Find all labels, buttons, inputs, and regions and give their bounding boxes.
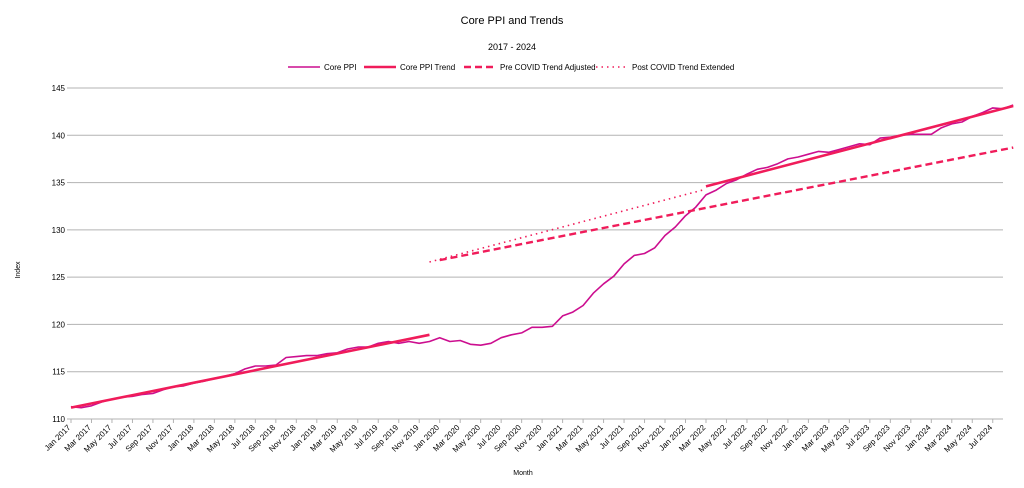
core-ppi-trend-line [70, 333, 430, 409]
chart-legend: Core PPI Core PPI Trend Pre COVID Trend Ad… [288, 63, 734, 72]
legend-label-pre-covid-trend-adjusted: Pre COVID Trend Adjusted [500, 63, 596, 72]
core-ppi-trend-line [705, 104, 1014, 188]
y-tick-label: 135 [52, 179, 66, 188]
legend-label-core-ppi: Core PPI [324, 63, 356, 72]
legend-label-post-covid-trend-extended: Post COVID Trend Extended [632, 63, 734, 72]
y-gridlines [71, 87, 1003, 420]
y-tick-label: 110 [52, 415, 65, 424]
core-ppi-line [70, 104, 1014, 409]
y-tick-label: 145 [52, 84, 66, 93]
chart-series [70, 104, 1014, 409]
y-tick-label: 115 [52, 368, 65, 377]
y-axis-label: Index [15, 261, 22, 279]
post-covid-trend-extended-line [429, 188, 707, 263]
y-tick-label: 125 [52, 273, 66, 282]
chart-title: Core PPI and Trends [461, 15, 564, 27]
y-tick-label: 130 [52, 226, 66, 235]
chart-subtitle: 2017 - 2024 [488, 42, 536, 52]
legend-label-core-ppi-trend: Core PPI Trend [400, 63, 455, 72]
y-tick-label: 120 [52, 320, 66, 329]
x-axis-label: Month [513, 470, 533, 477]
pre-covid-trend-adjusted-line [439, 146, 1014, 262]
y-tick-label: 140 [52, 131, 66, 140]
y-axis-ticks: 110 115 120 125 130 135 140 145 [52, 84, 71, 424]
